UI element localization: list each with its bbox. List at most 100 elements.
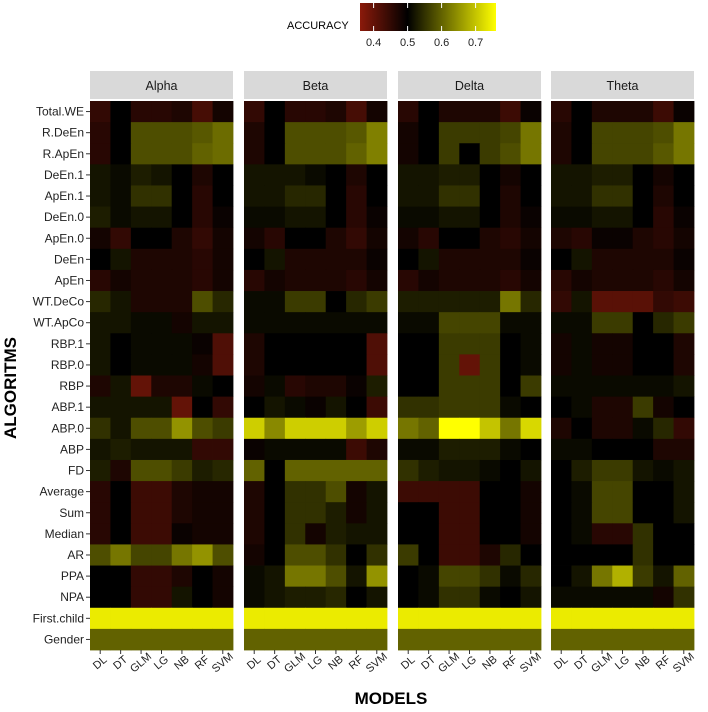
heatmap-cell — [653, 544, 674, 566]
x-tick-label: RF — [501, 654, 520, 673]
heatmap-cell — [151, 333, 173, 355]
heatmap-cell — [366, 248, 388, 271]
heatmap-cell — [90, 628, 111, 651]
heatmap-cell — [571, 164, 593, 186]
heatmap-cell — [632, 333, 654, 355]
heatmap-cell — [305, 628, 327, 651]
heatmap-cell — [500, 143, 521, 165]
heatmap-cell — [438, 481, 460, 503]
heatmap-cell — [673, 628, 695, 651]
heatmap-cell — [212, 607, 234, 630]
heatmap-cell — [366, 607, 388, 630]
heatmap-cell — [130, 544, 152, 566]
heatmap-cell — [520, 459, 542, 482]
heatmap-cell — [571, 417, 593, 440]
heatmap-cell — [459, 291, 481, 313]
heatmap-cell — [632, 565, 654, 588]
heatmap-cell — [244, 459, 265, 482]
heatmap-cell — [612, 523, 634, 545]
heatmap-cell — [551, 206, 572, 229]
heatmap-cell — [110, 101, 132, 123]
heatmap-cell — [418, 269, 440, 292]
heatmap-cell — [418, 565, 440, 588]
heatmap-cell — [459, 565, 481, 588]
heatmap-cell — [325, 375, 347, 398]
heatmap-cell — [264, 312, 286, 334]
heatmap-cell — [398, 628, 419, 651]
heatmap-cell — [612, 269, 634, 292]
heatmap-cell — [366, 481, 388, 503]
heatmap-cell — [551, 291, 572, 313]
heatmap-cell — [571, 269, 593, 292]
heatmap-cell — [130, 101, 152, 123]
heatmap-cell — [612, 291, 634, 313]
heatmap-cell — [325, 544, 347, 566]
x-tick-label: NB — [172, 653, 191, 672]
heatmap-cell — [459, 544, 481, 566]
heatmap-cell — [284, 101, 306, 123]
heatmap-cell — [284, 312, 306, 334]
heatmap-cell — [346, 164, 367, 186]
heatmap-cell — [264, 227, 286, 250]
heatmap-cell — [438, 586, 460, 609]
heatmap-cell — [244, 438, 265, 461]
heatmap-cell — [612, 375, 634, 398]
heatmap-cell — [459, 375, 481, 398]
heatmap-cell — [212, 375, 234, 398]
heatmap-cell — [500, 375, 521, 398]
heatmap-cell — [479, 122, 501, 144]
heatmap-cell — [632, 502, 654, 524]
y-tick-label: WT.ApCo — [33, 316, 84, 330]
x-tick-label: DT — [265, 654, 284, 673]
heatmap-cell — [673, 417, 695, 440]
heatmap-cell — [192, 122, 213, 144]
heatmap-cell — [571, 396, 593, 419]
heatmap-cell — [571, 481, 593, 503]
heatmap-cell — [398, 122, 419, 144]
heatmap-cell — [520, 227, 542, 250]
heatmap-cell — [500, 101, 521, 123]
heatmap-cell — [479, 164, 501, 186]
heatmap-cell — [212, 628, 234, 651]
heatmap-cell — [398, 544, 419, 566]
heatmap-cell — [366, 523, 388, 545]
heatmap-cell — [551, 417, 572, 440]
heatmap-cell — [418, 607, 440, 630]
heatmap-cell — [90, 248, 111, 271]
heatmap-cell — [612, 164, 634, 186]
heatmap-cell — [591, 502, 613, 524]
x-tick-label: RF — [654, 654, 673, 673]
heatmap-cell — [551, 101, 572, 123]
y-tick-label: ABP.0 — [52, 421, 85, 435]
heatmap-cell — [192, 101, 213, 123]
legend-colorbar — [360, 3, 496, 31]
heatmap-cell — [192, 164, 213, 186]
x-tick-label: DT — [419, 654, 438, 673]
legend-tick-label: 0.7 — [468, 37, 483, 49]
heatmap-cell — [551, 438, 572, 461]
heatmap-cell — [264, 607, 286, 630]
heatmap-cell — [500, 122, 521, 144]
heatmap-cell — [171, 438, 193, 461]
heatmap-cell — [591, 417, 613, 440]
heatmap-cell — [110, 375, 132, 398]
heatmap-cell — [346, 586, 367, 609]
heatmap-cell — [305, 269, 327, 292]
heatmap-cell — [520, 565, 542, 588]
heatmap-cell — [130, 312, 152, 334]
heatmap-cell — [398, 333, 419, 355]
y-axis-tick-labels: Total.WE R.DeEn R.ApEn DeEn.1 ApEn.1 DeEn.0 Ap… — [33, 105, 90, 646]
heatmap-cell — [284, 438, 306, 461]
heatmap-cell — [171, 101, 193, 123]
heatmap-cell — [479, 227, 501, 250]
heatmap-cell — [151, 607, 173, 630]
heatmap-cell — [212, 438, 234, 461]
heatmap-cell — [346, 481, 367, 503]
heatmap-cell — [130, 248, 152, 271]
y-tick-label: ApEn — [55, 273, 84, 287]
heatmap-cell — [90, 523, 111, 545]
heatmap-cell — [90, 143, 111, 165]
heatmap-cell — [325, 269, 347, 292]
heatmap-cell — [520, 586, 542, 609]
heatmap-cell — [130, 502, 152, 524]
